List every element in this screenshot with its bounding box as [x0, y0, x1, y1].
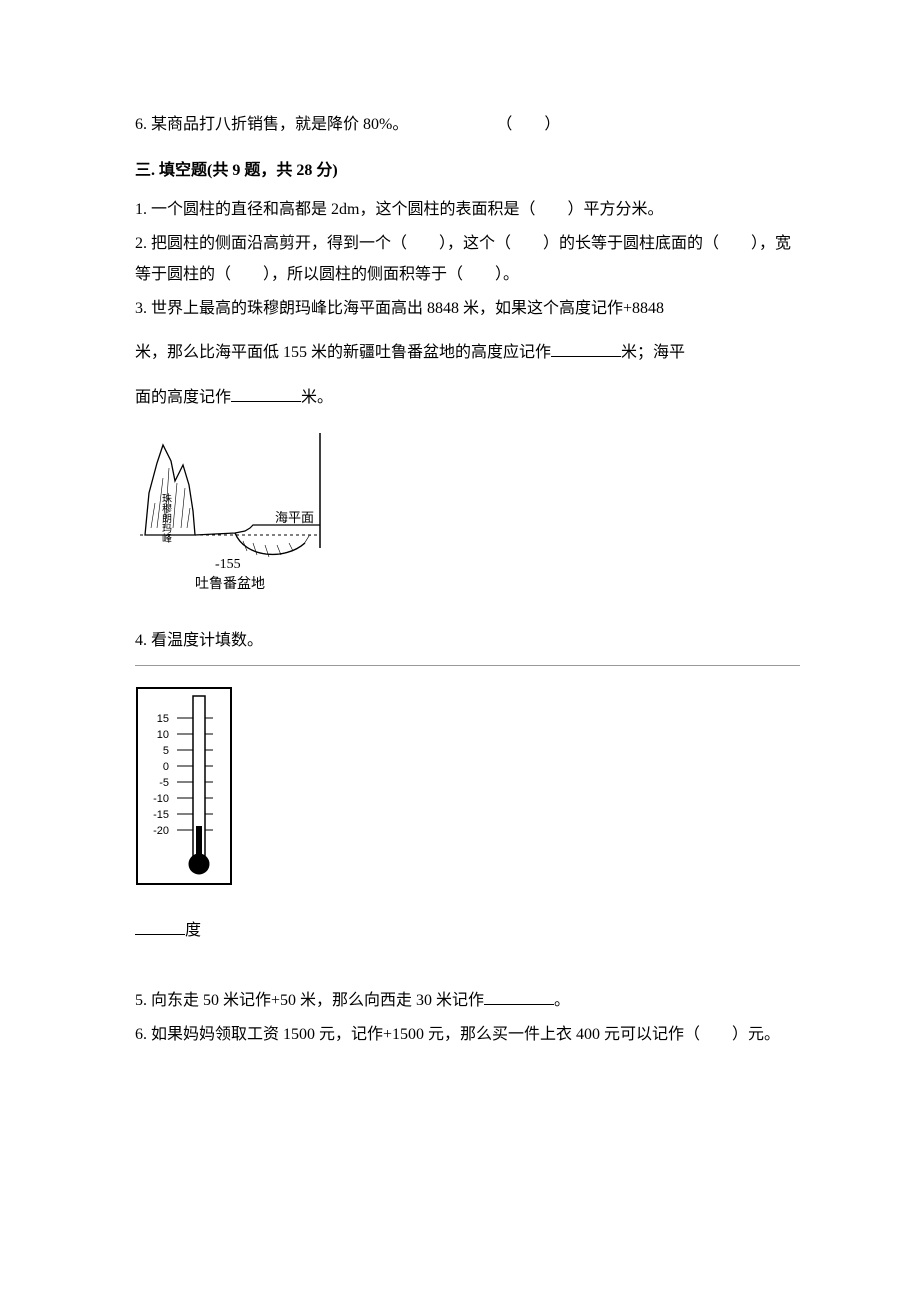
label-value: -155	[215, 557, 241, 572]
label-mountain: 珠穆朗玛峰	[160, 492, 172, 543]
q-text: 。	[554, 992, 570, 1009]
label-sea: 海平面	[275, 510, 314, 525]
svg-text:10: 10	[157, 729, 169, 741]
q-num: 1.	[135, 201, 147, 218]
unit: 度	[185, 922, 201, 939]
q6: 6. 如果妈妈领取工资 1500 元，记作+1500 元，那么买一件上衣 400…	[135, 1020, 800, 1050]
q2: 2. 把圆柱的侧面沿高剪开，得到一个（ ），这个（ ）的长等于圆柱底面的（ ），…	[135, 229, 800, 290]
fill-blank[interactable]	[551, 340, 621, 357]
q-text: 如果妈妈领取工资 1500 元，记作+1500 元，那么买一件上衣 400 元可…	[151, 1026, 780, 1043]
q4: 4. 看温度计填数。	[135, 626, 800, 656]
paren-blank: （ ）	[496, 116, 560, 133]
svg-text:-10: -10	[153, 793, 169, 805]
separator	[135, 665, 800, 666]
figure-thermometer: 15 10 5 0 -5 -10 -15 -20	[135, 686, 800, 886]
q4-answer: 度	[135, 916, 800, 946]
label-basin: 吐鲁番盆地	[195, 576, 265, 592]
q-text: 米；海平	[621, 344, 685, 361]
q-text: 世界上最高的珠穆朗玛峰比海平面高出 8848 米，如果这个高度记作+8848	[151, 300, 664, 317]
q-num: 6.	[135, 1026, 147, 1043]
q3-line2: 米，那么比海平面低 155 米的新疆吐鲁番盆地的高度应记作 米；海平	[135, 338, 800, 368]
figure-elevation: 珠穆朗玛峰 海平面 -155 吐鲁番盆地	[135, 433, 800, 598]
q-text: 把圆柱的侧面沿高剪开，得到一个（ ），这个（ ）的长等于圆柱底面的（ ），宽等于…	[135, 235, 791, 282]
prev-q6: 6. 某商品打八折销售，就是降价 80%。 （ ）	[135, 110, 800, 140]
q-text: 米。	[301, 389, 333, 406]
q5: 5. 向东走 50 米记作+50 米，那么向西走 30 米记作 。	[135, 986, 800, 1016]
q-text: 一个圆柱的直径和高都是 2dm，这个圆柱的表面积是（ ）平方分米。	[151, 201, 663, 218]
svg-text:-5: -5	[159, 777, 169, 789]
svg-text:15: 15	[157, 713, 169, 725]
q-num: 3.	[135, 300, 147, 317]
q-text: 米，那么比海平面低 155 米的新疆吐鲁番盆地的高度应记作	[135, 344, 551, 361]
q-text: 向东走 50 米记作+50 米，那么向西走 30 米记作	[151, 992, 484, 1009]
q-num: 6.	[135, 116, 147, 133]
fill-blank[interactable]	[231, 385, 301, 402]
q-text: 某商品打八折销售，就是降价 80%。	[151, 116, 408, 133]
q-text: 面的高度记作	[135, 389, 231, 406]
q-num: 5.	[135, 992, 147, 1009]
fill-blank[interactable]	[135, 918, 185, 935]
q1: 1. 一个圆柱的直径和高都是 2dm，这个圆柱的表面积是（ ）平方分米。	[135, 195, 800, 225]
svg-text:-20: -20	[153, 825, 169, 837]
q-num: 2.	[135, 235, 147, 252]
fill-blank[interactable]	[484, 988, 554, 1005]
q3-line1: 3. 世界上最高的珠穆朗玛峰比海平面高出 8848 米，如果这个高度记作+884…	[135, 294, 800, 324]
svg-text:5: 5	[163, 745, 169, 757]
q-text: 看温度计填数。	[151, 632, 263, 649]
svg-text:-15: -15	[153, 809, 169, 821]
q3-line3: 面的高度记作 米。	[135, 383, 800, 413]
svg-text:0: 0	[163, 761, 169, 773]
q-num: 4.	[135, 632, 147, 649]
page: 6. 某商品打八折销售，就是降价 80%。 （ ） 三. 填空题(共 9 题，共…	[0, 0, 920, 1302]
section-3-title: 三. 填空题(共 9 题，共 28 分)	[135, 156, 800, 186]
